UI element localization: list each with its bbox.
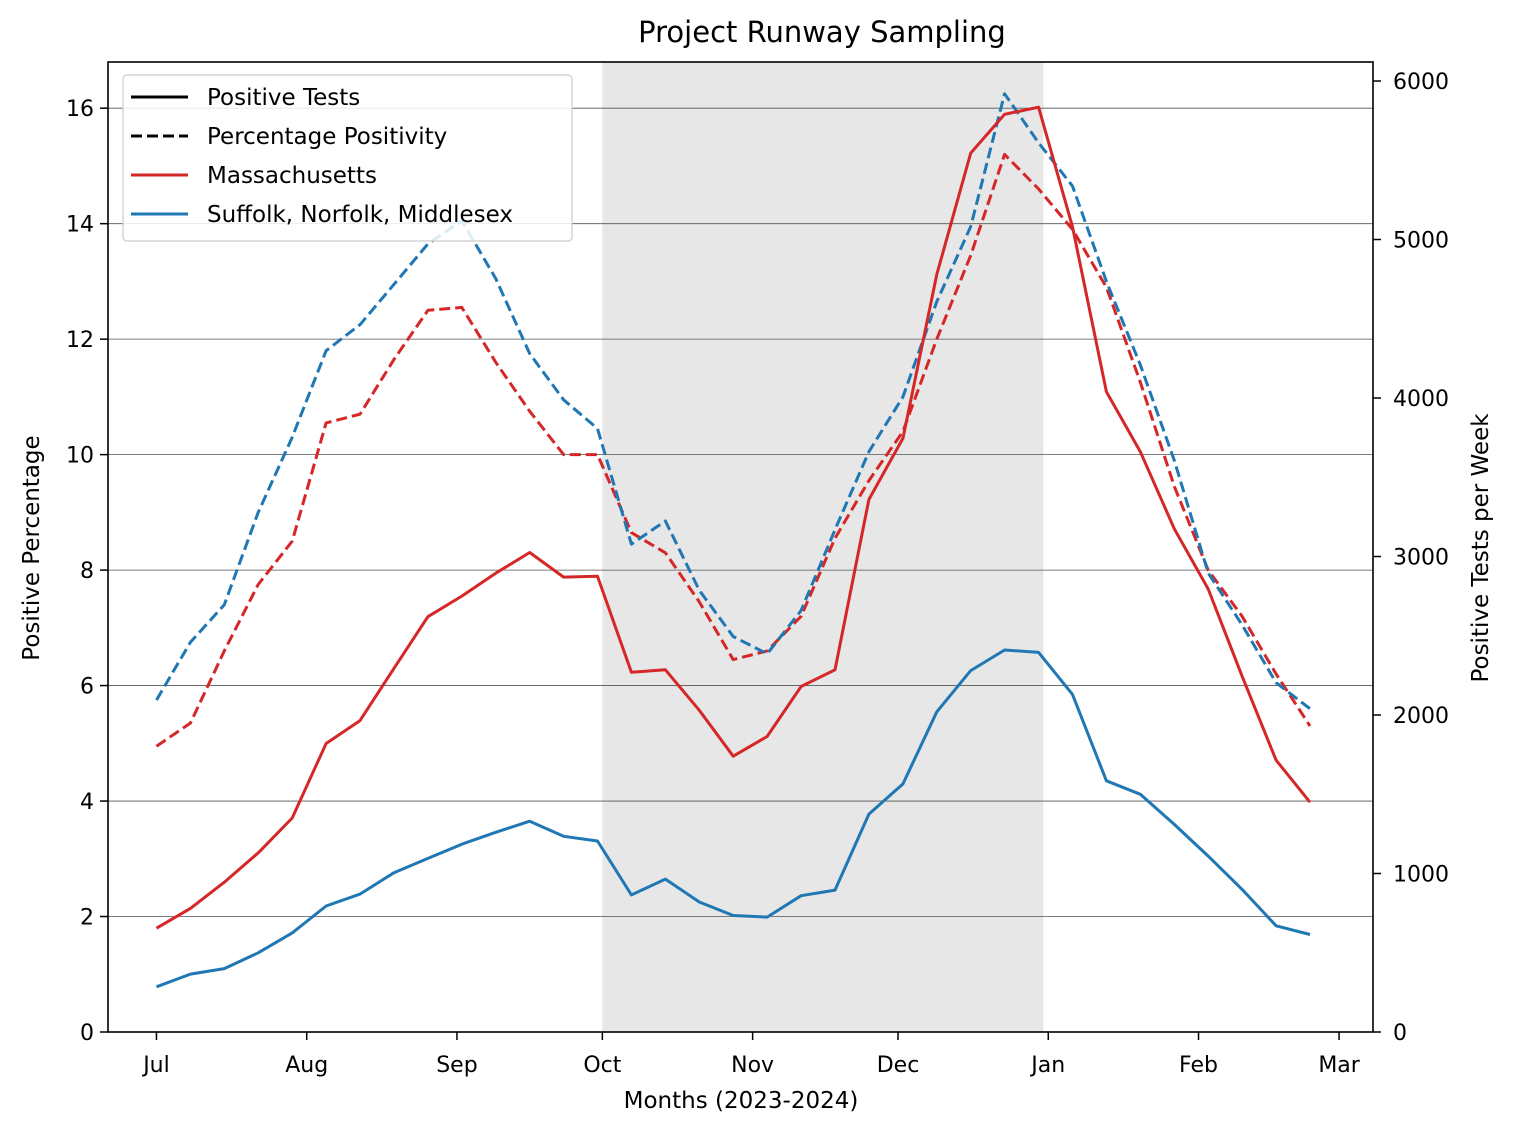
x-tick-label-mar: Mar <box>1318 1053 1360 1078</box>
right-y-tick-label: 4000 <box>1393 387 1449 412</box>
x-axis-label: Months (2023-2024) <box>624 1088 859 1114</box>
x-axis-ticks: Jul Aug Sep Oct Nov Dec Jan Feb Mar <box>141 1032 1361 1078</box>
plot-frame <box>107 61 1374 1033</box>
right-y-tick-label: 0 <box>1393 1021 1407 1046</box>
x-tick-label-sep: Sep <box>436 1053 477 1078</box>
left-y-tick-label: 10 <box>66 444 94 469</box>
left-y-tick-label: 0 <box>80 1021 94 1046</box>
right-y-tick-label: 1000 <box>1393 863 1449 888</box>
legend-label-suffolk-norfolk-middlesex: Suffolk, Norfolk, Middlesex <box>207 202 513 228</box>
legend-label-positive-tests: Positive Tests <box>207 85 360 111</box>
legend-box <box>122 74 573 242</box>
x-tick-label-dec: Dec <box>877 1053 920 1078</box>
right-y-tick-label: 6000 <box>1393 70 1449 95</box>
x-tick-label-aug: Aug <box>285 1053 328 1078</box>
legend-label-percentage-positivity: Percentage Positivity <box>207 124 447 150</box>
left-y-axis-ticks: 0 2 4 6 8 10 12 14 16 <box>66 97 108 1046</box>
right-y-axis-label: Positive Tests per Week <box>1468 413 1494 683</box>
left-y-tick-label: 8 <box>80 559 94 584</box>
chart-title: Project Runway Sampling <box>638 15 1006 49</box>
x-tick-label-nov: Nov <box>731 1053 774 1078</box>
legend-label-massachusetts: Massachusetts <box>207 163 377 189</box>
x-tick-label-oct: Oct <box>583 1053 621 1078</box>
x-tick-label-jan: Jan <box>1029 1053 1065 1078</box>
right-y-tick-label: 3000 <box>1393 546 1449 571</box>
left-y-axis-label: Positive Percentage <box>19 435 45 660</box>
legend: Positive Tests Percentage Positivity Mas… <box>122 74 573 242</box>
series-line-suffolk-norfolk-middlesex-percentage-positivity <box>155 92 1311 710</box>
left-y-tick-label: 4 <box>80 790 94 815</box>
series-layer <box>155 92 1312 989</box>
right-y-tick-label: 5000 <box>1393 229 1449 254</box>
shaded-region <box>602 62 1044 1032</box>
x-tick-label-jul: Jul <box>141 1053 170 1078</box>
left-y-tick-label: 2 <box>80 906 94 931</box>
left-y-tick-label: 14 <box>66 213 94 238</box>
series-line-suffolk-norfolk-middlesex-positive-tests <box>155 648 1311 989</box>
right-y-axis-ticks: 0 1000 2000 3000 4000 5000 6000 <box>1373 70 1449 1046</box>
x-tick-label-feb: Feb <box>1179 1053 1218 1078</box>
left-y-tick-label: 16 <box>66 97 94 122</box>
series-line-massachusetts-positive-tests <box>155 105 1312 930</box>
series-line-massachusetts-percentage-positivity <box>155 152 1312 748</box>
left-y-tick-label: 12 <box>66 328 94 353</box>
left-y-tick-label: 6 <box>80 675 94 700</box>
right-y-tick-label: 2000 <box>1393 704 1449 729</box>
